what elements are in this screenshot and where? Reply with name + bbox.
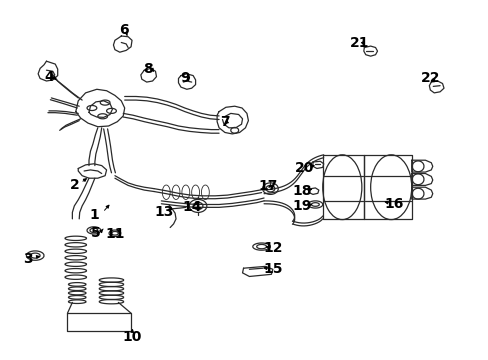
Text: 19: 19	[292, 199, 311, 213]
Text: 7: 7	[220, 116, 229, 129]
Text: 14: 14	[182, 200, 202, 214]
Text: 9: 9	[180, 72, 189, 85]
Text: 4: 4	[44, 71, 54, 84]
Text: 20: 20	[294, 161, 313, 175]
Text: 22: 22	[420, 72, 439, 85]
Text: 12: 12	[263, 242, 282, 255]
Text: 16: 16	[384, 198, 403, 211]
Text: 5: 5	[91, 226, 101, 240]
Text: 8: 8	[142, 62, 152, 76]
Text: 10: 10	[122, 330, 142, 343]
Text: 6: 6	[119, 23, 128, 36]
Text: 3: 3	[23, 252, 33, 266]
Text: 17: 17	[258, 180, 278, 193]
Text: 15: 15	[263, 262, 282, 276]
Text: 13: 13	[154, 205, 173, 219]
Text: 1: 1	[89, 208, 99, 222]
Text: 2: 2	[69, 178, 79, 192]
Text: 21: 21	[349, 36, 369, 50]
Text: 11: 11	[105, 227, 124, 241]
Text: 18: 18	[292, 184, 311, 198]
